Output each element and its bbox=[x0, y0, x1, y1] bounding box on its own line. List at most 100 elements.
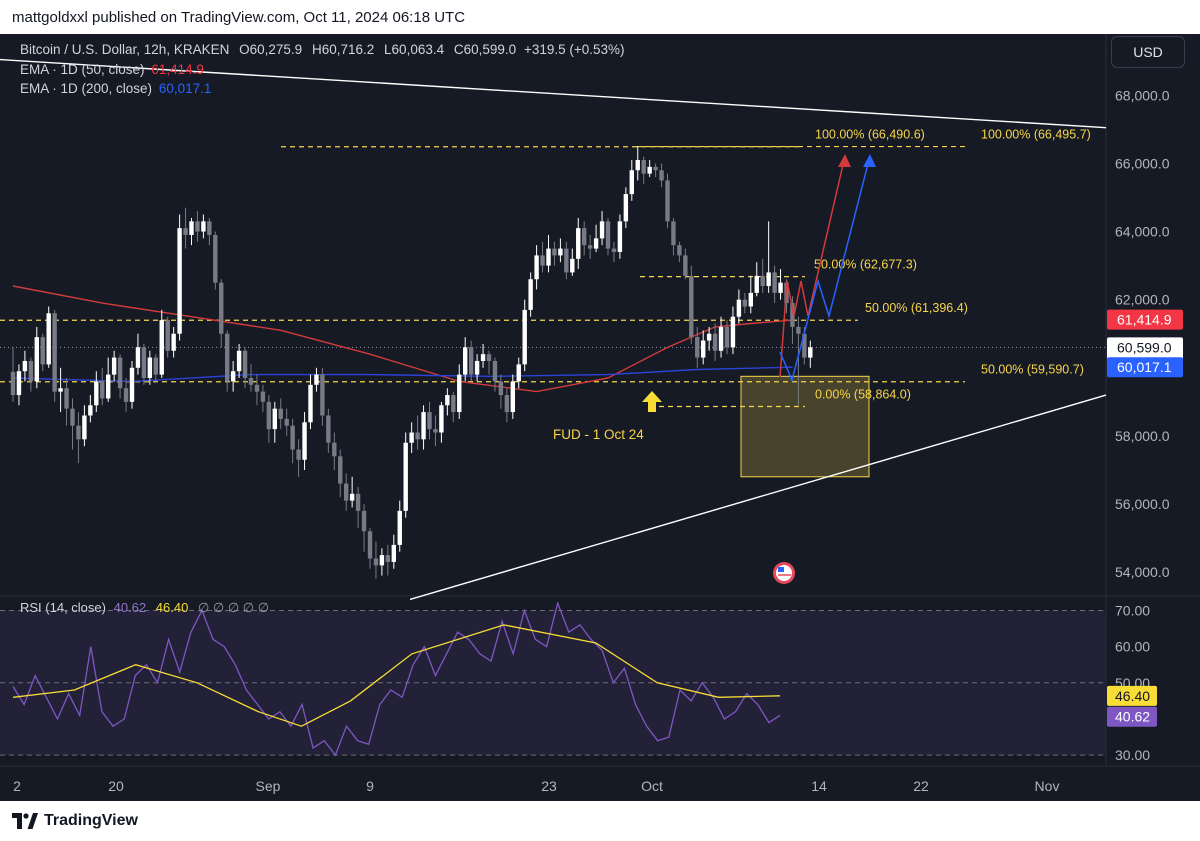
ema50-legend[interactable]: EMA · 1D (50, close) 61,414.9 bbox=[20, 60, 625, 80]
candle-body bbox=[153, 357, 158, 375]
time-tick-label: 20 bbox=[108, 778, 124, 794]
candle bbox=[379, 548, 385, 576]
candle-body bbox=[683, 255, 688, 276]
candle-body bbox=[742, 299, 748, 307]
candle bbox=[171, 326, 176, 358]
close-value: 60,599.0 bbox=[463, 42, 517, 57]
candle-body bbox=[147, 357, 153, 379]
candle-body bbox=[123, 388, 129, 402]
candle-body bbox=[468, 347, 474, 375]
us-flag-icon bbox=[773, 562, 795, 584]
candle bbox=[427, 401, 432, 440]
candle-body bbox=[64, 388, 69, 409]
chart-panel[interactable]: 68,000.066,000.064,000.062,000.060,000.0… bbox=[0, 34, 1200, 801]
candle-body bbox=[421, 412, 426, 440]
candle-body bbox=[439, 405, 444, 433]
rsi-legend[interactable]: RSI (14, close) 40.62 46.40 ∅ ∅ ∅ ∅ ∅ bbox=[20, 600, 269, 616]
candle bbox=[480, 343, 486, 368]
tradingview-logo[interactable]: TradingView bbox=[12, 812, 138, 830]
candle-body bbox=[28, 360, 34, 382]
candle bbox=[40, 333, 45, 372]
candle-body bbox=[278, 408, 283, 419]
candle bbox=[207, 217, 212, 246]
candle-body bbox=[474, 360, 480, 375]
candle bbox=[88, 395, 93, 423]
candle-body bbox=[659, 170, 664, 181]
currency-button[interactable]: USD bbox=[1111, 36, 1185, 68]
ema200-legend[interactable]: EMA · 1D (200, close) 60,017.1 bbox=[20, 79, 625, 99]
candle bbox=[248, 364, 254, 392]
candle-body bbox=[391, 544, 396, 562]
candle-body bbox=[16, 371, 22, 396]
rsi-badge-bg bbox=[1107, 685, 1157, 706]
candle bbox=[242, 347, 248, 389]
candle-body bbox=[760, 275, 765, 287]
candle-body bbox=[94, 381, 99, 406]
candle bbox=[534, 245, 539, 290]
candle bbox=[213, 231, 218, 290]
candle bbox=[439, 401, 444, 443]
candle-body bbox=[415, 432, 420, 440]
candle bbox=[712, 323, 718, 361]
candle bbox=[457, 364, 462, 419]
fib-level-label: 100.00% (66,495.7) bbox=[981, 128, 1091, 142]
candle bbox=[254, 374, 260, 406]
candle bbox=[189, 217, 194, 246]
close-label: C bbox=[453, 42, 464, 57]
us-flag-canton bbox=[778, 567, 784, 572]
price-chart[interactable]: 68,000.066,000.064,000.062,000.060,000.0… bbox=[0, 34, 1200, 801]
candle bbox=[326, 408, 331, 453]
candle-body bbox=[177, 228, 182, 334]
candle bbox=[695, 326, 700, 368]
candle-body bbox=[254, 384, 260, 392]
candle bbox=[135, 333, 141, 375]
candle bbox=[552, 241, 557, 266]
rsi-tick-label: 60.00 bbox=[1115, 639, 1150, 655]
candle-body bbox=[165, 320, 170, 351]
candle-body bbox=[611, 248, 617, 252]
tradingview-brand: TradingView bbox=[44, 812, 138, 829]
candle-body bbox=[546, 248, 551, 266]
candle-body bbox=[135, 347, 141, 368]
candle-body bbox=[314, 374, 319, 385]
candle bbox=[296, 439, 301, 477]
candle bbox=[314, 367, 319, 392]
candle-body bbox=[349, 493, 355, 501]
candle bbox=[409, 422, 414, 453]
candle-body bbox=[106, 374, 111, 399]
candle bbox=[742, 292, 748, 314]
candle-body bbox=[445, 395, 450, 406]
candle bbox=[373, 541, 379, 579]
candle bbox=[706, 326, 712, 351]
candle bbox=[159, 309, 164, 379]
candle-body bbox=[344, 483, 349, 501]
candle bbox=[647, 160, 652, 178]
candle bbox=[468, 340, 474, 382]
price-badge-bg bbox=[1107, 357, 1183, 378]
ema50-value: 61,414.9 bbox=[151, 61, 204, 77]
symbol-name[interactable]: Bitcoin / U.S. Dollar, 12h, KRAKEN bbox=[20, 42, 230, 57]
open-label: O bbox=[239, 42, 250, 57]
tradingview-logo-icon bbox=[12, 813, 38, 829]
candle-body bbox=[266, 401, 272, 430]
candle bbox=[718, 316, 724, 358]
fib-level-label: 50.00% (62,677.3) bbox=[814, 258, 917, 272]
candle bbox=[10, 347, 16, 402]
candle-body bbox=[576, 228, 581, 259]
candle bbox=[611, 241, 617, 263]
price-badge-text: 61,414.9 bbox=[1117, 312, 1172, 328]
candle bbox=[349, 476, 355, 508]
candle-body bbox=[260, 391, 266, 402]
candle bbox=[587, 234, 593, 259]
candle bbox=[593, 224, 599, 252]
candle-body bbox=[451, 395, 456, 413]
candle-body bbox=[695, 337, 700, 358]
candle bbox=[236, 343, 242, 379]
candle-body bbox=[40, 337, 45, 365]
time-tick-label: 14 bbox=[811, 778, 827, 794]
red-projection-path bbox=[779, 155, 846, 378]
candle-body bbox=[748, 292, 753, 307]
candle-body bbox=[183, 228, 188, 235]
candle bbox=[683, 248, 688, 280]
candle-body bbox=[159, 320, 164, 375]
